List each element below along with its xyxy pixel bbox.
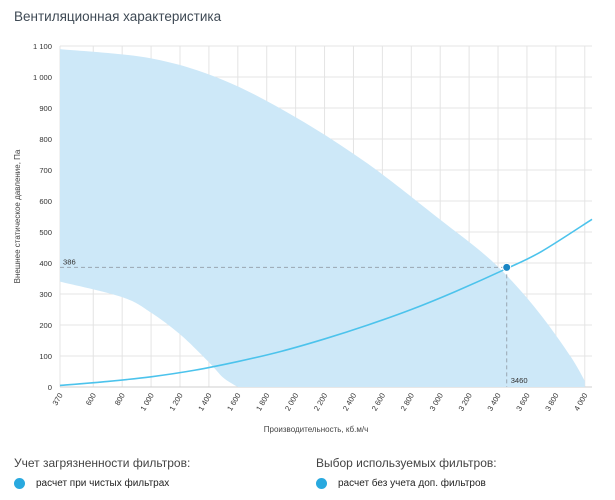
y-tick-label: 1 000 [33, 73, 52, 82]
x-tick-label: 3 000 [428, 392, 445, 413]
x-tick-label: 2 800 [399, 392, 416, 413]
ventilation-chart: 386 3460 0 100 200 300 400 500 600 700 800 900 1 00… [13, 42, 593, 434]
y-tick-label: 700 [39, 166, 52, 175]
x-tick-label: 2 600 [370, 392, 387, 413]
working-range-area [60, 49, 585, 387]
no-extra-filters-option[interactable]: расчет без учета доп. фильтров [316, 478, 486, 489]
x-tick-label: 600 [84, 392, 98, 407]
y-tick-label: 800 [39, 135, 52, 144]
x-tick-label: 1 600 [225, 392, 242, 413]
x-axis-title: Производительность, кб.м/ч [264, 425, 368, 434]
x-tick-label: 1 000 [139, 392, 156, 413]
x-tick-label: 2 000 [283, 392, 300, 413]
x-tick-label: 1 800 [254, 392, 271, 413]
x-tick-label: 3 200 [457, 392, 474, 413]
chart-title: Вентиляционная характеристика [14, 9, 222, 24]
y-tick-label: 600 [39, 197, 52, 206]
no-extra-filters-label: расчет без учета доп. фильтров [338, 478, 486, 489]
y-tick-label: 0 [48, 383, 52, 392]
operating-point-x-label: 3460 [511, 376, 528, 385]
y-axis-title: Внешнее статическое давление, Па [13, 149, 22, 283]
x-tick-label: 3 400 [485, 391, 502, 412]
x-tick-label: 800 [113, 392, 127, 407]
operating-point-marker [502, 262, 512, 272]
radio-dot-icon [14, 478, 25, 489]
y-tick-label: 900 [39, 104, 52, 113]
x-tick-label: 3 800 [543, 392, 560, 413]
x-tick-label: 1 200 [167, 392, 184, 413]
radio-dot-icon [316, 478, 327, 489]
x-tick-label: 2 400 [341, 392, 358, 413]
y-tick-label: 100 [39, 352, 52, 361]
operating-point-guides: 386 3460 [60, 257, 528, 387]
x-tick-labels: 370 600 800 1 000 1 200 1 400 1 600 1 800 2 000 2… [51, 391, 590, 412]
operating-point-y-label: 386 [63, 257, 76, 266]
y-tick-label: 400 [39, 259, 52, 268]
y-tick-label: 200 [39, 321, 52, 330]
y-tick-label: 1 100 [33, 42, 52, 51]
x-tick-label: 1 400 [196, 392, 213, 413]
y-tick-label: 300 [39, 290, 52, 299]
filter-contamination-legend-title: Учет загрязненности фильтров: [14, 456, 191, 470]
operating-area [60, 49, 585, 387]
x-tick-label: 370 [51, 392, 65, 407]
clean-filters-label: расчет при чистых фильтрах [36, 478, 170, 489]
x-tick-label: 2 200 [312, 392, 329, 413]
clean-filters-option[interactable]: расчет при чистых фильтрах [14, 478, 169, 489]
filter-selection-legend-title: Выбор используемых фильтров: [316, 456, 497, 470]
y-tick-label: 500 [39, 228, 52, 237]
y-tick-labels: 0 100 200 300 400 500 600 700 800 900 1 000 1 100 [33, 42, 52, 392]
x-tick-label: 4 000 [572, 392, 589, 413]
x-tick-label: 3 600 [514, 392, 531, 413]
